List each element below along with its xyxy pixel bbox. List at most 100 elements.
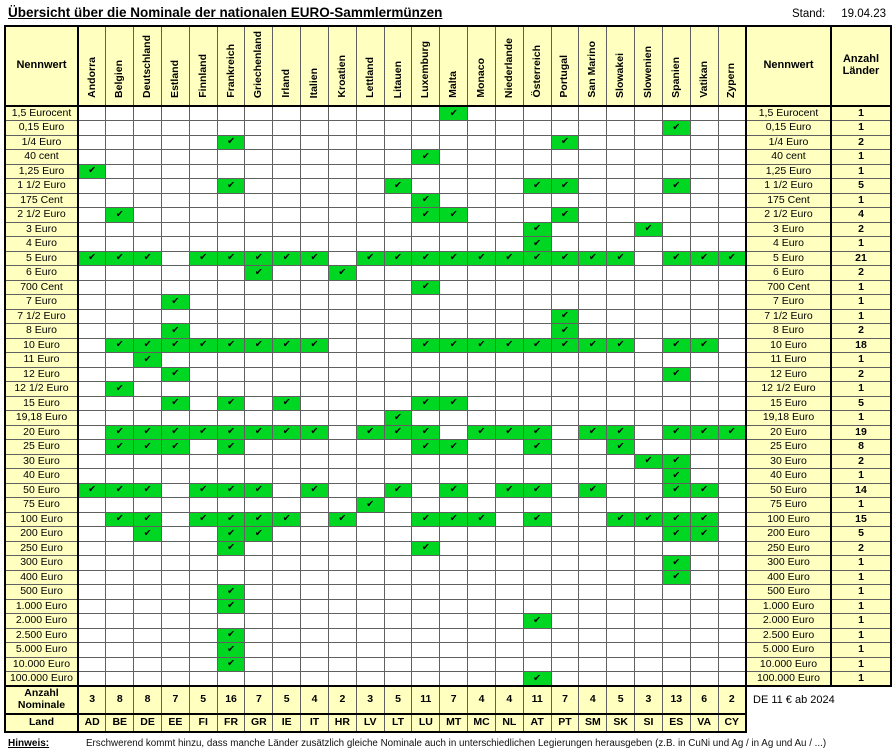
grid-cell — [606, 192, 636, 208]
grid-cell — [327, 221, 357, 237]
grid-cell — [133, 598, 162, 614]
grid-cell — [77, 453, 107, 469]
nennwert-cell-right: 75 Euro — [745, 497, 832, 513]
check-cell-LU: ✔ — [411, 250, 441, 266]
grid-cell — [411, 352, 441, 368]
land-code-cell: LU — [411, 713, 441, 733]
grid-cell — [216, 381, 246, 397]
grid-cell — [439, 613, 469, 629]
grid-cell — [522, 207, 552, 223]
grid-cell — [272, 294, 302, 310]
grid-cell — [160, 192, 190, 208]
grid-cell — [77, 598, 107, 614]
grid-cell — [272, 584, 302, 600]
land-code-cell: FR — [216, 713, 246, 733]
check-cell-LU: ✔ — [411, 395, 441, 411]
grid-cell — [494, 352, 524, 368]
grid-cell — [383, 337, 413, 353]
grid-cell — [494, 381, 524, 397]
grid-cell — [717, 627, 747, 643]
grid-cell — [606, 236, 636, 252]
nennwert-cell-right: 50 Euro — [745, 482, 832, 498]
nennwert-cell: 5.000 Euro — [4, 642, 79, 658]
grid-cell — [606, 395, 636, 411]
grid-cell — [160, 482, 190, 498]
anzahl-laender-cell: 1 — [830, 584, 892, 600]
grid-cell — [522, 192, 552, 208]
grid-cell — [467, 308, 496, 324]
grid-cell — [661, 540, 691, 556]
nennwert-cell-right: 2.500 Euro — [745, 627, 832, 643]
grid-cell — [105, 120, 135, 136]
grid-cell — [439, 120, 469, 136]
country-header-label: Malta — [447, 71, 460, 98]
grid-cell — [160, 569, 190, 585]
grid-cell — [439, 410, 469, 426]
grid-cell — [244, 584, 274, 600]
land-code-cell: NL — [494, 713, 524, 733]
grid-cell — [411, 120, 441, 136]
check-cell-AD: ✔ — [77, 250, 107, 266]
check-cell-HR: ✔ — [327, 511, 357, 527]
check-cell-PT: ✔ — [550, 134, 580, 150]
anzahl-laender-cell: 5 — [830, 526, 892, 542]
grid-cell — [216, 308, 246, 324]
grid-cell — [77, 236, 107, 252]
grid-cell — [133, 134, 162, 150]
grid-cell — [272, 410, 302, 426]
grid-cell — [188, 497, 218, 513]
grid-cell — [550, 642, 580, 658]
grid-cell — [578, 584, 608, 600]
grid-cell — [467, 395, 496, 411]
grid-cell — [77, 497, 107, 513]
grid-cell — [661, 308, 691, 324]
grid-cell — [522, 569, 552, 585]
grid-cell — [606, 265, 636, 281]
grid-cell — [188, 265, 218, 281]
grid-cell — [133, 656, 162, 672]
nennwert-cell-right: 30 Euro — [745, 453, 832, 469]
grid-cell — [216, 555, 246, 571]
table-row: 12 Euro ✔ ✔ 12 Euro 2 — [4, 366, 892, 382]
grid-cell — [244, 671, 274, 687]
grid-cell — [160, 163, 190, 179]
grid-cell — [188, 555, 218, 571]
check-cell-NL: ✔ — [494, 250, 524, 266]
anzahl-laender-cell: 1 — [830, 236, 892, 252]
country-header: Finnland — [188, 25, 218, 107]
grid-cell — [606, 134, 636, 150]
check-cell-CY: ✔ — [717, 424, 747, 440]
check-cell-DE: ✔ — [133, 424, 162, 440]
table-row: 5 Euro ✔ ✔ ✔ ✔ ✔ ✔ ✔ ✔ ✔ ✔ ✔ ✔ ✔ ✔ ✔ ✔ ✔ ✔ ✔ ✔ ✔ 5 Euro 21 — [4, 250, 892, 266]
nennwert-cell: 7 Euro — [4, 294, 79, 310]
grid-cell — [327, 337, 357, 353]
grid-cell — [522, 453, 552, 469]
grid-cell — [77, 366, 107, 382]
land-code-cell: HR — [327, 713, 357, 733]
check-cell-VA: ✔ — [689, 250, 719, 266]
grid-cell — [327, 134, 357, 150]
grid-cell — [717, 265, 747, 281]
check-cell-FR: ✔ — [216, 482, 246, 498]
table-row: 40 cent ✔ 40 cent 1 — [4, 149, 892, 165]
nennwert-cell-right: 5 Euro — [745, 250, 832, 266]
grid-cell — [689, 569, 719, 585]
table-row: 2 1/2 Euro ✔ ✔ ✔ ✔ 2 1/2 Euro 4 — [4, 207, 892, 223]
grid-cell — [578, 598, 608, 614]
nennwert-cell: 15 Euro — [4, 395, 79, 411]
grid-cell — [439, 555, 469, 571]
grid-cell — [717, 453, 747, 469]
country-header-label: Vatikan — [697, 61, 710, 98]
check-cell-ES: ✔ — [661, 511, 691, 527]
grid-cell — [105, 236, 135, 252]
anzahl-laender-cell: 5 — [830, 178, 892, 194]
grid-cell — [494, 178, 524, 194]
grid-cell — [160, 265, 190, 281]
check-cell-CY: ✔ — [717, 250, 747, 266]
grid-cell — [634, 236, 663, 252]
nennwert-cell: 50 Euro — [4, 482, 79, 498]
grid-cell — [717, 134, 747, 150]
check-cell-BE: ✔ — [105, 439, 135, 455]
check-cell-IT: ✔ — [300, 482, 329, 498]
grid-cell — [467, 526, 496, 542]
